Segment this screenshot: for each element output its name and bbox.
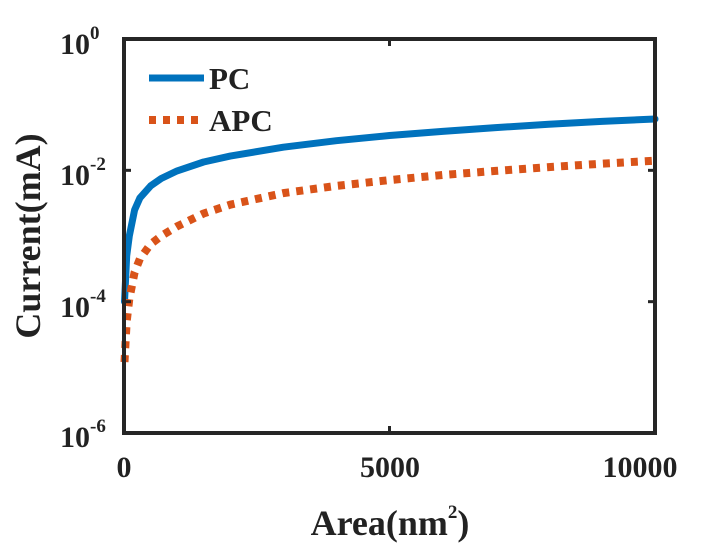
legend-label-pc: PC [209, 61, 250, 96]
series-line-pc [121, 115, 659, 306]
x-tick-label-0: 0 [117, 451, 132, 484]
legend: PC APC [149, 61, 273, 138]
x-tick-label-1: 5000 [360, 451, 420, 484]
y-tick-label-0: 10-6 [60, 416, 106, 454]
plot-frame [122, 37, 657, 435]
tick-marks [122, 37, 657, 435]
legend-label-apc: APC [209, 103, 273, 138]
y-tick-label-1: 10-4 [60, 286, 106, 324]
y-tick-label-3: 100 [60, 23, 100, 61]
y-axis-label: Current(mA) [8, 133, 48, 338]
x-axis-label: Area(nm2) [311, 502, 470, 543]
svg-text:10-6: 10-6 [60, 416, 106, 454]
series-line-apc [120, 156, 656, 363]
svg-text:100: 100 [60, 23, 100, 61]
plot-lines [120, 115, 659, 363]
y-tick-label-2: 10-2 [60, 154, 106, 192]
x-tick-label-2: 10000 [603, 451, 678, 484]
svg-text:10-4: 10-4 [60, 286, 106, 324]
svg-text:10-2: 10-2 [60, 154, 106, 192]
